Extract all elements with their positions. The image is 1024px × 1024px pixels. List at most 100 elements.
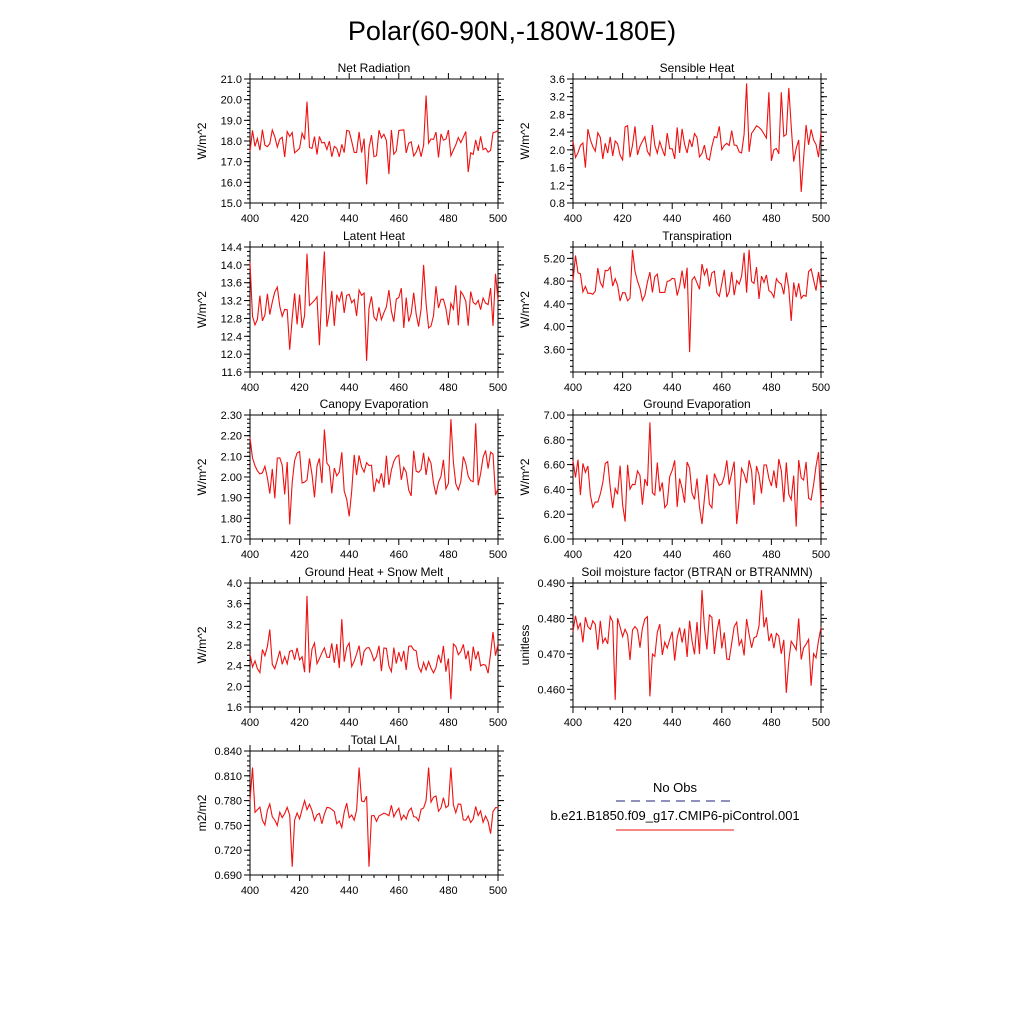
x-tick-label: 460 xyxy=(713,382,731,394)
x-tick-label: 460 xyxy=(390,549,408,561)
y-tick-label: 0.470 xyxy=(537,649,565,661)
y-tick-label: 3.2 xyxy=(550,92,565,104)
y-axis-label: m2/m2 xyxy=(195,794,209,831)
panel-title: Soil moisture factor (BTRAN or BTRANMN) xyxy=(581,565,812,579)
y-tick-label: 0.780 xyxy=(214,796,242,808)
x-tick-label: 500 xyxy=(489,382,507,394)
x-tick-label: 500 xyxy=(489,717,507,729)
x-tick-label: 400 xyxy=(241,213,259,225)
x-tick-label: 420 xyxy=(290,213,308,225)
x-tick-label: 400 xyxy=(241,885,259,897)
y-tick-label: 2.20 xyxy=(221,431,242,443)
y-tick-label: 15.0 xyxy=(221,198,242,210)
y-tick-label: 6.40 xyxy=(544,484,565,496)
series-line xyxy=(572,422,822,527)
y-tick-label: 0.840 xyxy=(214,746,242,758)
y-tick-label: 2.8 xyxy=(227,640,242,652)
x-tick-label: 400 xyxy=(241,717,259,729)
y-tick-label: 4.0 xyxy=(227,578,242,590)
panel-title: Net Radiation xyxy=(338,61,411,75)
y-tick-label: 4.40 xyxy=(544,299,565,311)
y-tick-label: 2.00 xyxy=(221,472,242,484)
y-tick-label: 6.20 xyxy=(544,509,565,521)
x-tick-label: 420 xyxy=(290,717,308,729)
y-tick-label: 6.00 xyxy=(544,534,565,546)
series-line xyxy=(249,595,499,700)
x-tick-label: 440 xyxy=(340,885,358,897)
y-tick-label: 6.80 xyxy=(544,435,565,447)
x-tick-label: 460 xyxy=(713,717,731,729)
x-tick-label: 460 xyxy=(390,213,408,225)
y-axis-label: W/m^2 xyxy=(518,122,532,159)
x-tick-label: 440 xyxy=(340,717,358,729)
x-tick-label: 400 xyxy=(241,382,259,394)
x-tick-label: 400 xyxy=(241,549,259,561)
y-tick-label: 7.00 xyxy=(544,410,565,422)
y-tick-label: 1.70 xyxy=(221,534,242,546)
y-tick-label: 19.0 xyxy=(221,115,242,127)
x-tick-label: 500 xyxy=(812,717,830,729)
x-tick-label: 500 xyxy=(489,213,507,225)
series-line xyxy=(249,251,499,361)
y-tick-label: 0.480 xyxy=(537,613,565,625)
y-tick-label: 13.6 xyxy=(221,278,242,290)
legend-case-label: b.e21.B1850.f09_g17.CMIP6-piControl.001 xyxy=(550,808,799,823)
x-tick-label: 440 xyxy=(340,213,358,225)
x-tick-label: 460 xyxy=(390,885,408,897)
y-tick-label: 3.2 xyxy=(227,619,242,631)
y-axis-label: unitless xyxy=(518,625,532,666)
plot-frame xyxy=(572,414,822,540)
y-tick-label: 5.20 xyxy=(544,253,565,265)
y-tick-label: 20.0 xyxy=(221,95,242,107)
panel-ground-evaporation: Ground Evaporation 400 420 440 460 480 500 6.00… xyxy=(518,397,830,561)
y-tick-label: 0.690 xyxy=(214,870,242,882)
y-tick-label: 12.0 xyxy=(221,349,242,361)
series-line xyxy=(249,419,499,525)
legend-obs-label: No Obs xyxy=(653,780,698,795)
y-tick-label: 2.4 xyxy=(227,661,242,673)
y-tick-label: 14.4 xyxy=(221,242,242,254)
x-tick-label: 460 xyxy=(713,213,731,225)
series-line xyxy=(249,767,498,867)
y-tick-label: 2.0 xyxy=(550,145,565,157)
x-tick-label: 420 xyxy=(290,382,308,394)
y-tick-label: 1.80 xyxy=(221,513,242,525)
panel-net-radiation: Net Radiation 400 420 440 460 480 500 15.0 16.0 1… xyxy=(195,61,507,225)
y-tick-label: 13.2 xyxy=(221,296,242,308)
x-tick-label: 480 xyxy=(439,885,457,897)
x-tick-label: 480 xyxy=(762,549,780,561)
y-tick-label: 0.8 xyxy=(550,198,565,210)
y-tick-label: 17.0 xyxy=(221,157,242,169)
y-tick-label: 1.90 xyxy=(221,493,242,505)
x-tick-label: 480 xyxy=(762,717,780,729)
x-tick-label: 400 xyxy=(564,213,582,225)
x-tick-label: 440 xyxy=(663,717,681,729)
y-tick-label: 11.6 xyxy=(221,367,242,379)
plot-frame xyxy=(249,750,499,876)
y-tick-label: 2.0 xyxy=(227,681,242,693)
x-tick-label: 500 xyxy=(812,549,830,561)
panel-title: Total LAI xyxy=(351,733,398,747)
panel-title: Ground Heat + Snow Melt xyxy=(305,565,444,579)
y-axis-label: W/m^2 xyxy=(518,458,532,495)
x-tick-label: 440 xyxy=(340,549,358,561)
y-tick-label: 12.8 xyxy=(221,313,242,325)
plot-frame xyxy=(572,246,822,373)
y-tick-label: 4.80 xyxy=(544,276,565,288)
panel-soil-moisture-factor-btran-or-btranmn: Soil moisture factor (BTRAN or BTRANMN) 4… xyxy=(518,565,830,729)
y-tick-label: 16.0 xyxy=(221,177,242,189)
panel-transpiration: Transpiration 400 420 440 460 480 500 3.60 4.00 4… xyxy=(518,229,830,394)
y-tick-label: 2.4 xyxy=(550,127,565,139)
x-tick-label: 420 xyxy=(613,549,631,561)
y-tick-label: 21.0 xyxy=(221,74,242,86)
x-tick-label: 500 xyxy=(489,885,507,897)
x-tick-label: 400 xyxy=(564,549,582,561)
series-line xyxy=(249,95,499,185)
panel-total-lai: Total LAI 400 420 440 460 480 500 0.690 0.720 0.7… xyxy=(195,733,507,897)
y-tick-label: 2.30 xyxy=(221,410,242,422)
x-tick-label: 440 xyxy=(340,382,358,394)
y-tick-label: 3.6 xyxy=(550,74,565,86)
series-line xyxy=(572,83,822,192)
panel-title: Canopy Evaporation xyxy=(320,397,429,411)
